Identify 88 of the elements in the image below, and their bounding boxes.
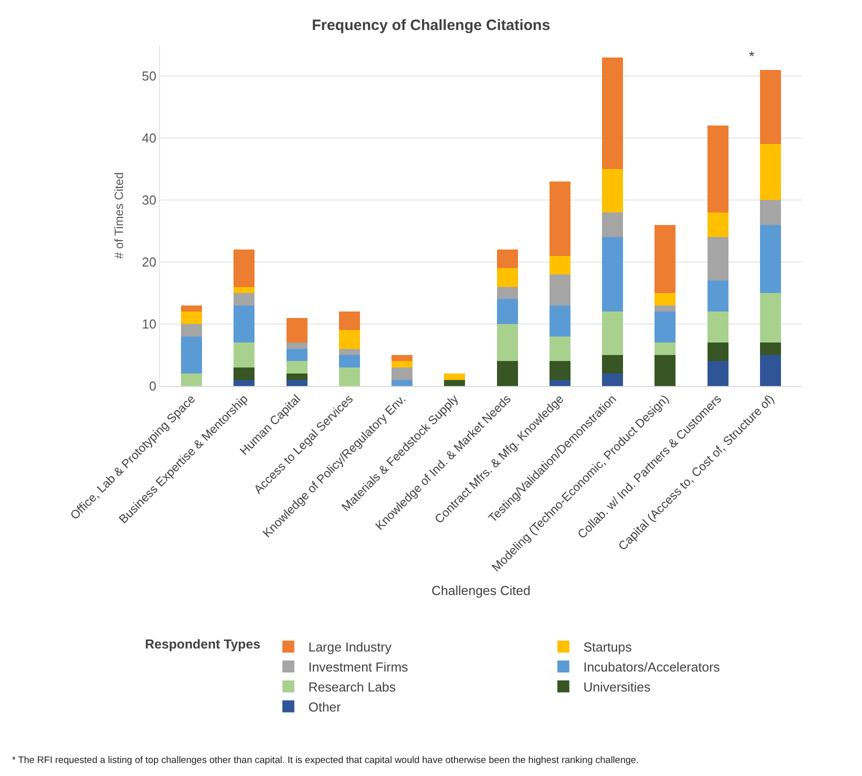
bar [760, 342, 781, 355]
bar [496, 361, 518, 386]
bar [602, 374, 624, 386]
legend-label: Large Industry [308, 640, 392, 655]
bar [181, 312, 202, 324]
bar [707, 237, 728, 281]
bar [654, 224, 676, 293]
bar [760, 355, 781, 386]
chart-title: Frequency of Challenge Citations [312, 16, 550, 34]
bar [602, 212, 624, 238]
bar [444, 380, 466, 386]
bar [496, 286, 518, 300]
bar [338, 312, 360, 330]
legend-title: Respondent Types [145, 636, 260, 652]
bar [760, 70, 781, 144]
bar [286, 361, 308, 374]
bar [654, 342, 676, 355]
bar [338, 355, 360, 368]
bar [549, 256, 570, 274]
bar [760, 144, 781, 200]
text: * The RFI requested a listing of top challenges other than capital. It is expected that capital would have otherwise been the highest ranking challenge. [12, 755, 639, 766]
bar [654, 312, 676, 343]
bar [654, 305, 676, 312]
bar [181, 374, 202, 386]
bar [181, 305, 202, 312]
bar [602, 355, 624, 374]
bar [496, 324, 518, 362]
bar [707, 126, 728, 212]
bar [654, 355, 676, 386]
x-axis-title: Challenges Cited [431, 582, 531, 598]
bar [549, 380, 570, 386]
bar [286, 380, 308, 386]
bar [338, 348, 360, 355]
bar [602, 57, 624, 169]
bar [286, 318, 308, 343]
bar [234, 293, 255, 306]
bar [286, 374, 308, 380]
y-tick-label: 30 [142, 192, 156, 208]
bar [602, 237, 624, 312]
bar [496, 268, 518, 287]
bar [707, 212, 728, 238]
bar [234, 367, 255, 380]
bar [760, 224, 781, 293]
bar [496, 250, 518, 268]
bar [496, 299, 518, 324]
bar [234, 380, 255, 386]
bar [338, 330, 360, 349]
bar [181, 324, 202, 336]
bar [549, 181, 570, 256]
bar [234, 305, 255, 343]
bar [549, 274, 570, 306]
y-axis-title: # of Times Cited [112, 172, 126, 259]
bar [181, 336, 202, 374]
bar [549, 336, 570, 362]
legend-label: Universities [583, 680, 652, 694]
bar [549, 361, 570, 380]
bar [707, 312, 728, 343]
legend-label: Research Labs [308, 680, 396, 694]
bar [234, 286, 255, 293]
bar [234, 250, 255, 287]
legend-label: Startups [583, 640, 632, 655]
legend-label: Investment Firms [308, 660, 409, 675]
bar [444, 374, 466, 380]
bar [760, 293, 781, 343]
y-tick-label: 0 [149, 378, 156, 394]
bar [707, 342, 728, 362]
bar [234, 342, 255, 368]
bar [392, 361, 413, 368]
y-tick-label: 10 [142, 316, 156, 332]
bar [549, 305, 570, 336]
legend-label: Other [308, 699, 342, 714]
bar [602, 169, 624, 212]
bar [392, 367, 413, 380]
bar [707, 280, 728, 312]
bar [760, 200, 781, 225]
bar [602, 312, 624, 355]
bar [654, 293, 676, 306]
bar [338, 367, 360, 386]
y-tick-label: 50 [142, 68, 156, 84]
y-tick-label: 20 [142, 254, 156, 270]
annotation: * [749, 48, 755, 64]
bar [392, 380, 413, 386]
bar [286, 342, 308, 349]
y-tick-label: 40 [142, 130, 156, 146]
bar [392, 355, 413, 362]
bar [286, 348, 308, 362]
legend-label: Incubators/Accelerators [583, 660, 720, 675]
bar [707, 361, 728, 386]
